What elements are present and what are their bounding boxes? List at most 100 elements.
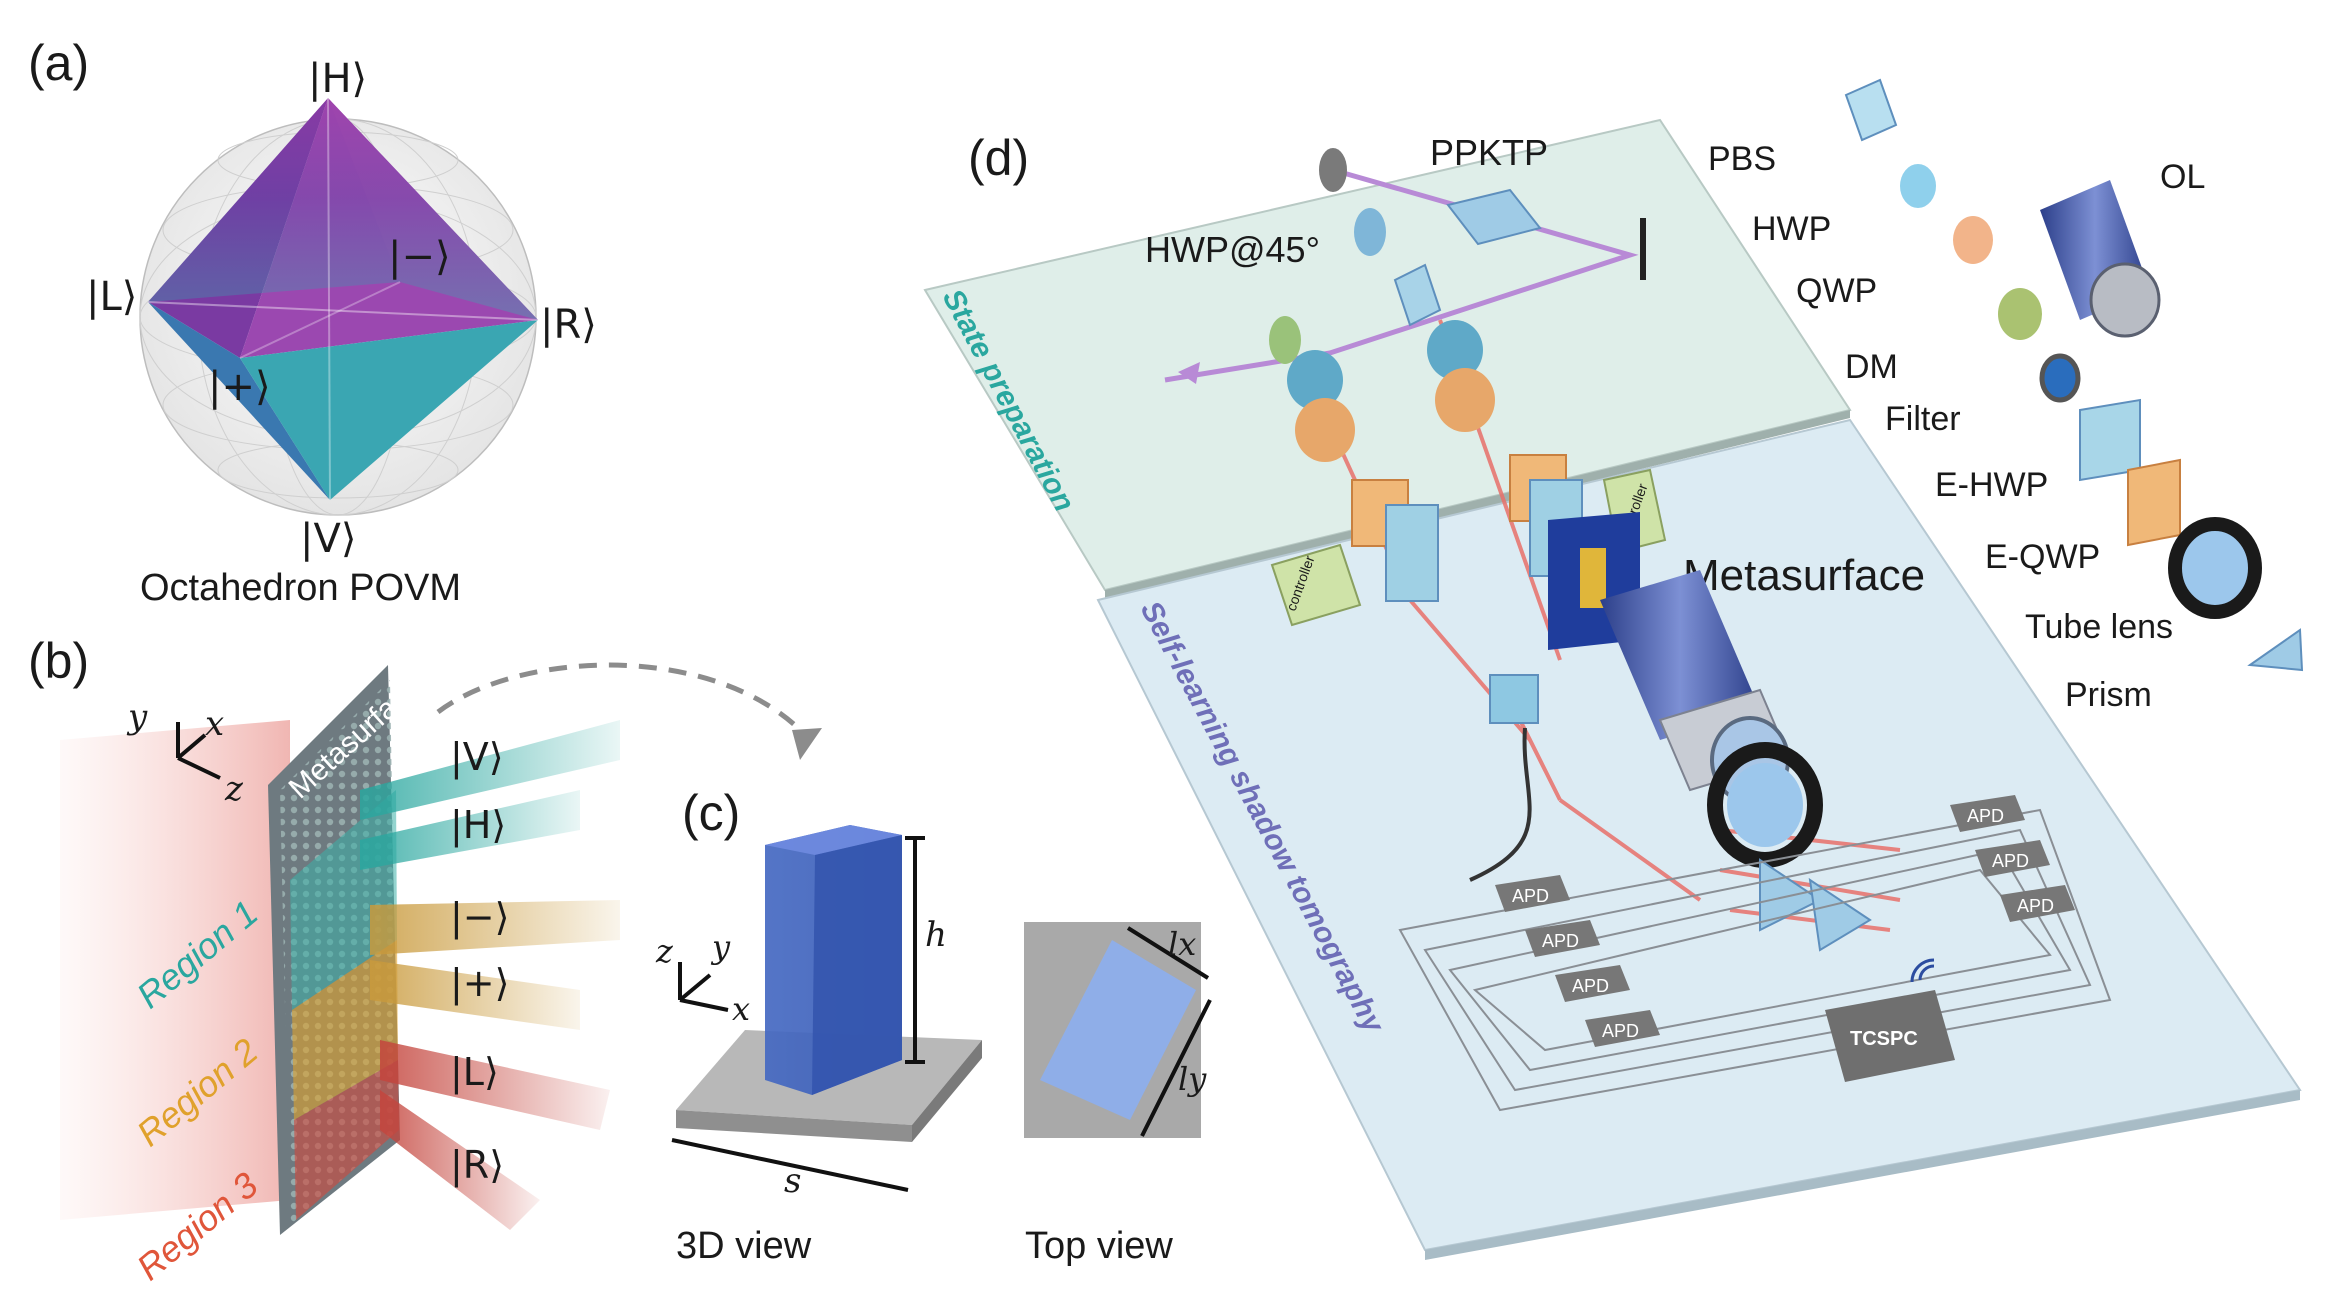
dim-s-line: [671, 1138, 909, 1192]
panel-d: (d) State preparation Self-learning shad…: [923, 78, 2304, 1260]
panel-a-tag: (a): [28, 35, 89, 91]
pump-mirror: [1319, 148, 1347, 192]
beam-plus: [370, 960, 580, 1030]
state-H-label: |H⟩: [308, 56, 367, 102]
panel-b: (b) y x z Metasurface Region 1 Region 2 …: [28, 633, 822, 1288]
legend-ol: OL: [2160, 158, 2205, 196]
beam-V-label: |V⟩: [450, 735, 504, 780]
legend-pbs-icon: [1844, 78, 1898, 142]
legend-dm-icon: [1998, 288, 2042, 340]
svg-text:APD: APD: [1967, 806, 2004, 826]
prep-waveplates: [1287, 320, 1495, 462]
apd-1: APD: [1495, 875, 1570, 912]
legend-tube-lens-icon: [2168, 517, 2262, 619]
tcspc-label: TCSPC: [1850, 1028, 1918, 1050]
apd-detectors: APD APD APD APD APD APD: [1495, 795, 2075, 1047]
beam-R: [380, 1090, 540, 1230]
legend-eqwp: E-QWP: [1985, 538, 2100, 576]
legend-tube-lens: Tube lens: [2025, 608, 2173, 646]
dim-h-label: h: [925, 915, 947, 955]
dim-ly-label: ly: [1178, 1060, 1207, 1098]
hwp45-plate: [1354, 208, 1386, 256]
panel-c: (c) h s z y x 3D view lx ly Top v: [655, 785, 1212, 1267]
caption-3d-view: 3D view: [676, 1225, 812, 1267]
state-minus-label: |−⟩: [388, 234, 451, 280]
legend-prism: Prism: [2065, 676, 2152, 714]
dim-lx-label: lx: [1168, 925, 1196, 963]
tcspc-box: TCSPC: [1825, 958, 1955, 1082]
octahedron: [147, 97, 539, 501]
objective-lens: [1600, 570, 1760, 740]
axis-z-c: z: [655, 932, 674, 970]
metasurface-label-d: Metasurface: [1683, 551, 1925, 600]
beam-L: [380, 1040, 610, 1130]
axis-z-b: z: [224, 769, 244, 809]
caption-top-view: Top view: [1025, 1225, 1173, 1267]
svg-text:APD: APD: [1512, 886, 1549, 906]
pbs-cube-tomo: [1489, 674, 1539, 724]
apd-5: APD: [1950, 795, 2025, 832]
svg-text:APD: APD: [1572, 976, 1609, 996]
state-V-label: |V⟩: [300, 516, 356, 562]
beam-H: [360, 790, 580, 870]
substrate-front: [676, 1110, 912, 1142]
wiring: [1398, 808, 2112, 1112]
panel-b-tag: (b): [28, 633, 89, 689]
dim-ly-line: [1140, 999, 1212, 1137]
apd-7: APD: [2000, 885, 2075, 922]
legend-qwp: QWP: [1796, 272, 1877, 310]
legend-dm: DM: [1845, 348, 1898, 386]
panel-a: (a) |H⟩ |V⟩ |L⟩ |R⟩ |−⟩ |+⟩: [28, 35, 597, 609]
axis-y-c: y: [710, 928, 731, 966]
unit-cell-marker: [409, 715, 435, 741]
state-plus-label: |+⟩: [208, 364, 271, 410]
legend-pbs: PBS: [1708, 140, 1776, 178]
dm-plate: [1269, 316, 1301, 364]
hwp45-label: HWP@45°: [1145, 229, 1320, 270]
beam-L-label: |L⟩: [450, 1050, 499, 1095]
legend-hwp-icon: [1900, 164, 1936, 208]
axes-b: [176, 722, 221, 780]
legend-filter: Filter: [1885, 400, 1961, 438]
legend-ehwp-icon: [2079, 398, 2141, 482]
dim-lx-line: [1126, 926, 1210, 980]
pbs-cube-prep: [1393, 263, 1442, 327]
legend-eqwp-icon: [2127, 458, 2181, 547]
ppktp-crystal: [1446, 188, 1542, 246]
svg-text:APD: APD: [2017, 896, 2054, 916]
top-view-pillar: [1040, 940, 1196, 1120]
state-L-label: |L⟩: [86, 274, 137, 320]
legend-filter-icon: [2039, 353, 2081, 403]
zoom-arrow: [436, 662, 812, 742]
apd-3: APD: [1555, 965, 1630, 1002]
ppktp-label: PPKTP: [1430, 132, 1548, 173]
dim-s-label: s: [784, 1161, 801, 1201]
panel-d-tag: (d): [968, 130, 1029, 186]
beam-R-label: |R⟩: [450, 1143, 504, 1188]
apd-2: APD: [1525, 920, 1600, 957]
component-legend: PBS OL HWP QWP DM Filter E-HWP E-QWP Tub…: [1708, 78, 2304, 714]
beam-H-label: |H⟩: [450, 803, 506, 848]
svg-text:APD: APD: [1602, 1021, 1639, 1041]
end-mirror: [1640, 218, 1646, 280]
octahedron-caption: Octahedron POVM: [140, 567, 461, 609]
legend-prism-icon: [2247, 628, 2304, 672]
beam-minus: [370, 900, 620, 955]
legend-hwp: HWP: [1752, 210, 1831, 248]
controller-left: controller: [1270, 543, 1362, 627]
legend-ehwp: E-HWP: [1935, 466, 2048, 504]
region-3-area: [294, 1060, 399, 1220]
svg-text:APD: APD: [1542, 931, 1579, 951]
panel-c-tag: (c): [682, 785, 740, 841]
beam-minus-label: |−⟩: [450, 895, 509, 940]
incident-light: [60, 720, 290, 1220]
legend-qwp-icon: [1953, 216, 1993, 264]
axis-y-b: y: [126, 697, 148, 737]
axis-x-c: x: [732, 990, 750, 1028]
tube-lens-device: [1707, 742, 1823, 868]
state-R-label: |R⟩: [540, 302, 597, 348]
beam-V: [360, 720, 620, 820]
axes-c: [678, 962, 729, 1012]
